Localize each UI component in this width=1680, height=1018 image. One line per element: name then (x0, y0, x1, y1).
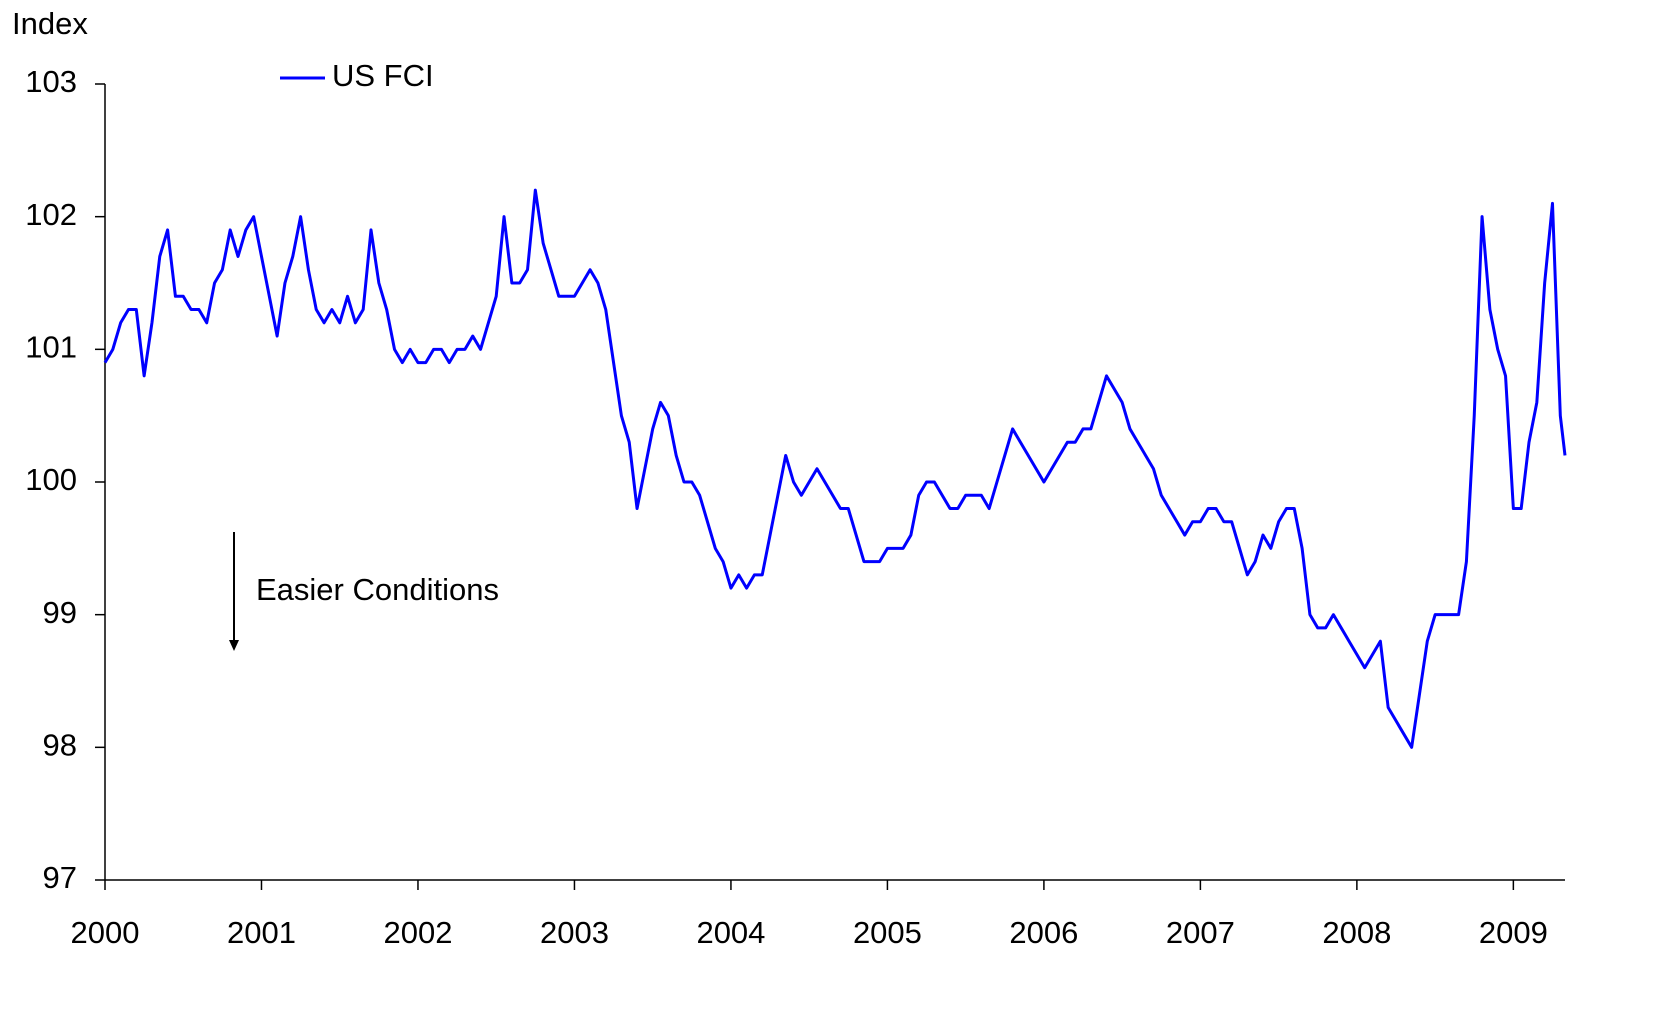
y-axis-label: Index (12, 6, 88, 41)
annotation-arrowhead (229, 640, 239, 651)
y-tick-label: 99 (43, 595, 77, 630)
y-tick-label: 102 (25, 197, 77, 232)
x-tick-label: 2003 (540, 915, 609, 950)
data-line (103, 188, 1567, 749)
x-tick-label: 2002 (383, 915, 452, 950)
x-tick-label: 2007 (1166, 915, 1235, 950)
y-tick-label: 98 (43, 728, 77, 763)
y-tick-label: 97 (43, 860, 77, 895)
x-tick-label: 2000 (71, 915, 140, 950)
y-tick-label: 100 (25, 462, 77, 497)
legend-label: US FCI (332, 58, 434, 93)
x-tick-label: 2006 (1009, 915, 1078, 950)
annotation: Easier Conditions (256, 572, 499, 607)
y-tick-label: 103 (25, 64, 77, 99)
x-tick-label: 2005 (853, 915, 922, 950)
x-tick-label: 2009 (1479, 915, 1548, 950)
x-tick-label: 2008 (1322, 915, 1391, 950)
y-tick-label: 101 (25, 330, 77, 365)
x-tick-label: 2004 (696, 915, 765, 950)
x-tick-label: 2001 (227, 915, 296, 950)
